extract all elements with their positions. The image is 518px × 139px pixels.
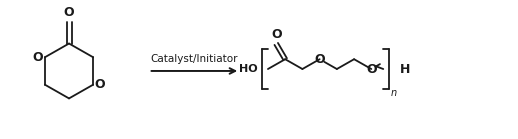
Text: O: O [64, 6, 75, 19]
Text: O: O [95, 78, 106, 91]
Text: Catalyst/Initiator: Catalyst/Initiator [151, 54, 238, 64]
Text: HO: HO [239, 64, 258, 74]
Text: O: O [33, 51, 44, 64]
Text: O: O [366, 63, 377, 75]
Text: H: H [400, 63, 411, 75]
Text: O: O [271, 28, 282, 41]
Text: n: n [390, 88, 396, 98]
Text: O: O [314, 53, 325, 66]
